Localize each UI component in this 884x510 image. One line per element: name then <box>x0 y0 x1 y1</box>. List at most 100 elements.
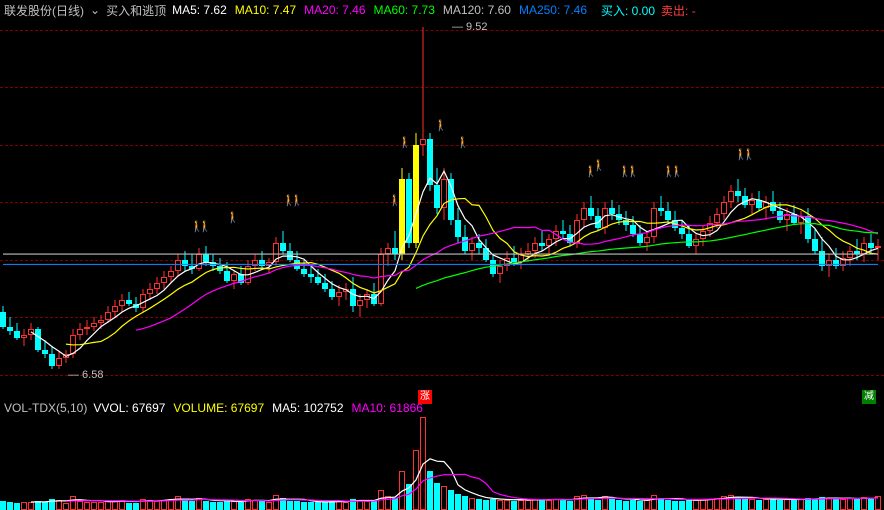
volume-bar <box>238 502 244 510</box>
volume-bar <box>126 503 132 510</box>
volume-bar <box>455 494 461 510</box>
vol-label: VVOL: 67697 <box>93 401 165 415</box>
signal-marker-icon: 🚶 <box>662 165 676 178</box>
volume-bar <box>777 500 783 510</box>
volume-bar <box>259 501 265 510</box>
volume-bar <box>252 500 258 510</box>
volume-bar <box>84 502 90 510</box>
volume-bar <box>119 500 125 510</box>
volume-bar <box>812 499 818 510</box>
volume-bar <box>434 483 440 510</box>
volume-bar <box>623 501 629 510</box>
volume-bar <box>658 498 664 510</box>
volume-bar <box>595 500 601 510</box>
volume-bar <box>672 501 678 510</box>
volume-bar <box>819 497 825 510</box>
volume-bar <box>133 503 139 510</box>
volume-bar <box>840 499 846 510</box>
volume-bar <box>21 502 27 510</box>
volume-bar <box>77 501 83 510</box>
volume-bar <box>441 486 447 510</box>
sell-label: 卖出: - <box>661 2 696 19</box>
volume-bar <box>196 498 202 510</box>
volume-chart-panel[interactable] <box>0 416 884 510</box>
volume-bar <box>0 501 6 510</box>
vol-label: VOLUME: 67697 <box>173 401 264 415</box>
volume-bar <box>105 501 111 510</box>
vol-indicator-name: VOL-TDX(5,10) <box>4 401 87 415</box>
volume-bar <box>448 490 454 510</box>
volume-bar <box>546 500 552 510</box>
signal-marker-icon: 🚶 <box>734 148 748 161</box>
volume-bar <box>861 497 867 510</box>
volume-bar <box>343 502 349 510</box>
volume-bar <box>371 501 377 510</box>
volume-bar <box>175 496 181 510</box>
volume-bar <box>35 501 41 510</box>
volume-bar <box>791 500 797 510</box>
signal-marker-icon: 🚶 <box>398 136 412 149</box>
ma-label: MA5: 7.62 <box>172 3 227 17</box>
volume-bar <box>112 501 118 510</box>
volume-bar <box>42 502 48 510</box>
volume-bar <box>336 501 342 510</box>
volume-bar <box>588 498 594 510</box>
volume-bar <box>98 502 104 510</box>
volume-bar <box>490 499 496 510</box>
volume-bar <box>756 500 762 510</box>
volume-bar <box>385 496 391 510</box>
volume-bar <box>868 499 874 510</box>
signal-marker-icon: 🚶 <box>198 220 212 233</box>
volume-bar <box>854 499 860 510</box>
volume-bar <box>616 500 622 510</box>
volume-bar <box>805 498 811 510</box>
volume-bar <box>735 498 741 510</box>
vol-label: MA10: 61866 <box>352 401 423 415</box>
volume-bar <box>826 498 832 510</box>
grid-line <box>0 375 884 376</box>
signal-marker-icon: 🚶 <box>618 165 632 178</box>
volume-bar <box>364 501 370 510</box>
volume-bar <box>602 496 608 510</box>
volume-bar <box>511 501 517 510</box>
volume-bar <box>630 500 636 510</box>
volume-bar <box>679 501 685 510</box>
down-arrow-icon[interactable]: ⌄ <box>90 3 100 17</box>
signal-marker-icon: 🚶 <box>434 119 448 132</box>
volume-bar <box>833 499 839 510</box>
volume-bar <box>294 501 300 510</box>
volume-bar <box>224 501 230 510</box>
volume-bar <box>532 499 538 510</box>
volume-bar <box>427 471 433 510</box>
price-chart-panel[interactable]: 🚶🚶🚶🚶🚶🚶🚶🚶🚶🚶🚶🚶🚶🚶🚶🚶🚶— 9.52— 6.58涨减 <box>0 18 884 398</box>
volume-bar <box>245 499 251 510</box>
volume-bar <box>770 499 776 510</box>
volume-bar <box>518 500 524 510</box>
volume-bar <box>749 499 755 510</box>
volume-bar <box>147 500 153 510</box>
ma-label: MA20: 7.46 <box>304 3 365 17</box>
grid-line <box>0 87 884 88</box>
volume-bar <box>210 502 216 510</box>
indicator-name: 买入和逃顶 <box>106 2 166 19</box>
volume-bar <box>203 501 209 510</box>
volume-bar <box>693 500 699 510</box>
grid-line <box>0 30 884 31</box>
volume-bar <box>161 500 167 510</box>
volume-bar <box>581 495 587 510</box>
volume-bar <box>217 502 223 510</box>
price-label: — 6.58 <box>68 369 103 381</box>
volume-bar <box>700 499 706 510</box>
volume-bar <box>714 498 720 510</box>
grid-line <box>0 317 884 318</box>
volume-bar <box>273 495 279 510</box>
volume-bar <box>413 450 419 510</box>
signal-marker-icon: 🚶 <box>670 165 684 178</box>
volume-bar <box>140 499 146 510</box>
signal-marker-icon: 🚶 <box>456 136 470 149</box>
volume-bar <box>14 503 20 510</box>
signal-marker-icon: 🚶 <box>290 194 304 207</box>
volume-bar <box>728 495 734 510</box>
signal-marker-icon: 🚶 <box>282 194 296 207</box>
volume-bar <box>525 500 531 510</box>
